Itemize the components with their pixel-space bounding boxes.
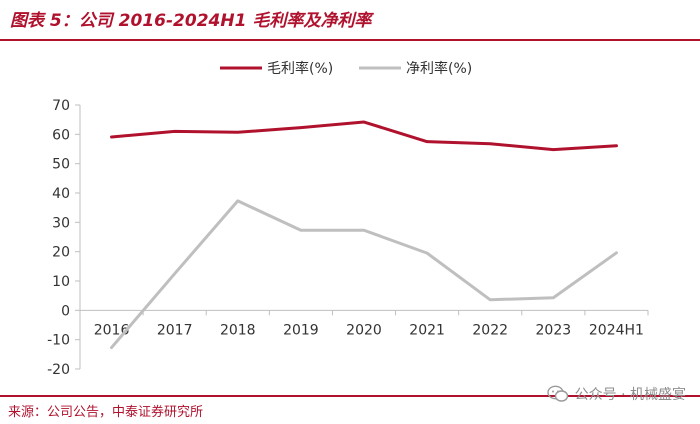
x-tick-label: 2022 bbox=[472, 322, 508, 338]
x-tick-label: 2021 bbox=[409, 322, 445, 338]
y-axis: 70 60 50 40 30 20 10 0 -10 -20 bbox=[47, 98, 81, 378]
wechat-icon bbox=[546, 385, 568, 402]
data-point-gross-margin bbox=[173, 130, 176, 133]
data-point-net-margin bbox=[489, 298, 492, 301]
data-point-net-margin bbox=[615, 251, 618, 255]
x-tick-label: 2024H1 bbox=[589, 322, 644, 338]
data-point-gross-margin bbox=[110, 135, 113, 139]
data-point-gross-margin bbox=[615, 144, 618, 147]
y-tick-label: 0 bbox=[61, 303, 70, 319]
y-tick-label: 30 bbox=[52, 215, 70, 231]
data-point-net-margin bbox=[173, 272, 176, 275]
line-chart: 毛利率(%) 净利率(%) 70 60 50 40 30 20 10 0 -10 -20 2016… bbox=[47, 60, 649, 378]
y-tick-label: 60 bbox=[52, 127, 70, 143]
title-divider bbox=[0, 39, 700, 41]
data-point-net-margin bbox=[362, 229, 366, 232]
series-layer bbox=[110, 120, 618, 350]
data-point-gross-margin bbox=[425, 140, 429, 143]
y-tick-label: 40 bbox=[52, 186, 70, 202]
series-line-gross-margin bbox=[110, 120, 618, 152]
data-point-gross-margin bbox=[489, 142, 492, 145]
data-point-net-margin bbox=[236, 199, 239, 203]
y-tick-label: -20 bbox=[47, 362, 70, 378]
y-tick-label: 70 bbox=[52, 98, 70, 114]
y-tick-label: 20 bbox=[52, 245, 70, 261]
x-tick-label: 2017 bbox=[157, 322, 193, 338]
data-point-net-margin bbox=[299, 229, 303, 232]
x-tick-label: 2018 bbox=[220, 322, 256, 338]
data-point-net-margin bbox=[110, 346, 113, 349]
footer-divider bbox=[0, 395, 700, 397]
y-tick-label: 50 bbox=[52, 157, 70, 173]
x-tick-label: 2019 bbox=[283, 322, 319, 338]
data-point-gross-margin bbox=[362, 120, 366, 124]
legend-label-net-margin: 净利率(%) bbox=[406, 60, 472, 77]
watermark-label: 公众号 · 机械盛宴 bbox=[574, 387, 686, 403]
x-axis: 2016 2017 2018 2019 2020 2021 2022 2023 2024H1 bbox=[79, 309, 649, 338]
x-tick-label: 2016 bbox=[94, 322, 130, 338]
data-point-net-margin bbox=[552, 296, 555, 299]
legend: 毛利率(%) 净利率(%) bbox=[220, 60, 472, 77]
data-point-gross-margin bbox=[299, 126, 303, 129]
source-note: 来源：公司公告，中泰证券研究所 bbox=[8, 405, 204, 420]
watermark: 公众号 · 机械盛宴 bbox=[546, 384, 686, 404]
data-point-gross-margin bbox=[236, 131, 239, 134]
y-tick-label: -10 bbox=[47, 333, 70, 349]
legend-label-gross-margin: 毛利率(%) bbox=[267, 60, 333, 77]
y-tick-label: 10 bbox=[52, 274, 70, 290]
data-point-gross-margin bbox=[552, 148, 555, 151]
figure-title: 图表 5：公司 2016-2024H1 毛利率及净利率 bbox=[10, 11, 372, 31]
data-point-net-margin bbox=[425, 251, 429, 255]
x-tick-label: 2023 bbox=[536, 322, 572, 338]
x-tick-label: 2020 bbox=[346, 322, 382, 338]
